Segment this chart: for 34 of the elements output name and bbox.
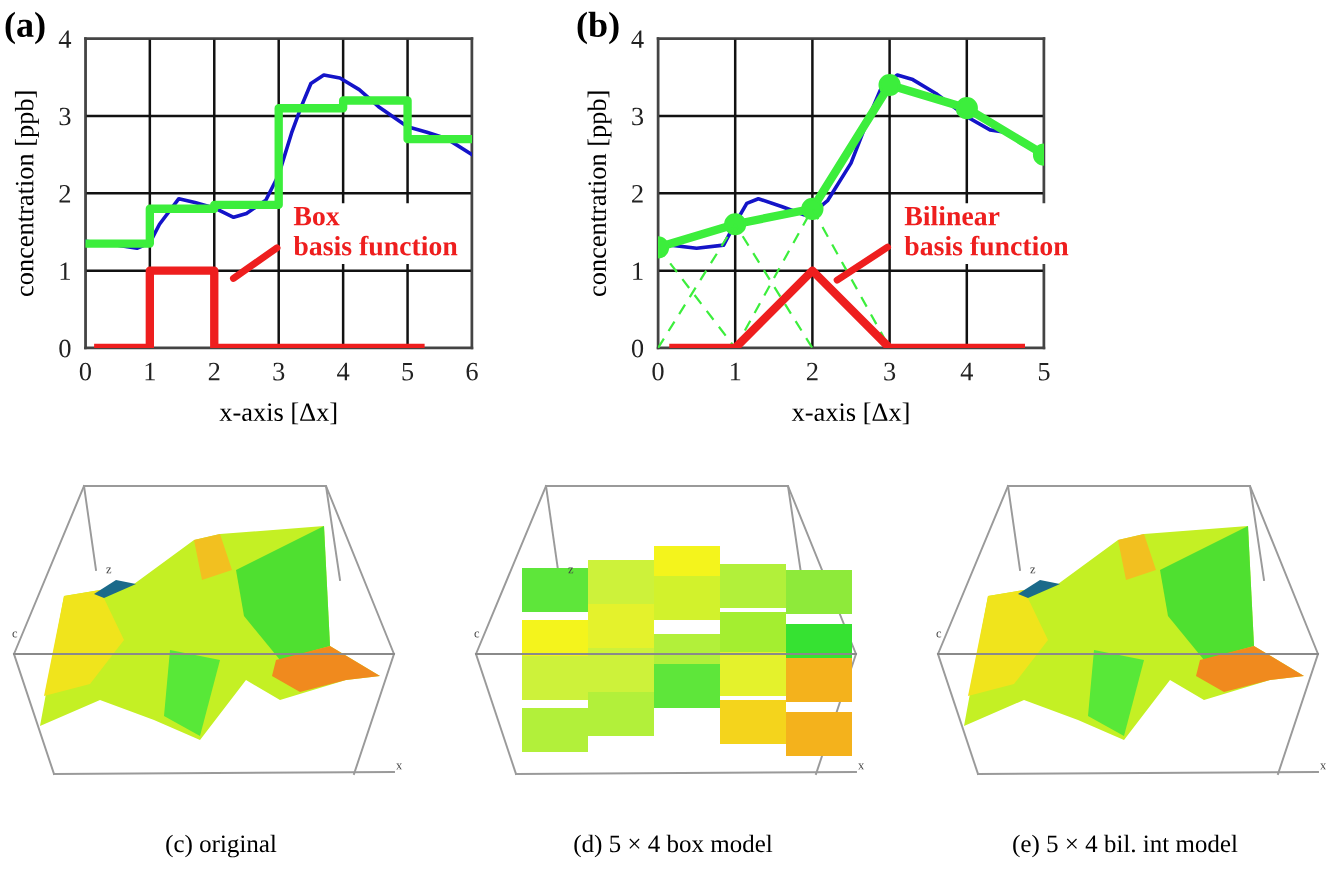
x-tick-label: 3 — [884, 362, 896, 381]
x-tick-label: 3 — [273, 362, 285, 381]
text: (e) 5 × 4 bil. int model — [1013, 834, 1238, 858]
x-axis-title: x-axis [Δx] — [791, 402, 909, 425]
x-tick-label: 1 — [145, 362, 155, 381]
annotation: Bilinear basis function — [904, 205, 1069, 256]
x-tick-label: 1 — [730, 362, 741, 381]
y-tick-label: 2 — [632, 184, 643, 203]
chart-title: (b) — [577, 11, 619, 45]
y-tick-label: 1 — [633, 262, 643, 280]
y-axis-title: concentration [ppb] — [587, 91, 612, 296]
y-axis-title: concentration [ppb] — [14, 91, 39, 296]
x-tick-label: 0 — [79, 362, 91, 381]
annotation: Box basis function — [293, 207, 458, 256]
x-axis-title: x-axis [Δx] — [219, 402, 337, 425]
x-tick-label: 5 — [402, 362, 414, 381]
y-tick-label: 1 — [60, 262, 70, 280]
x-tick-label: 5 — [1038, 362, 1050, 381]
y-tick-label: 0 — [59, 339, 71, 358]
y-tick-label: 3 — [59, 107, 71, 126]
x-tick-label: 6 — [466, 362, 478, 381]
y-tick-label: 0 — [631, 339, 644, 358]
y-tick-label: 4 — [631, 30, 644, 48]
chart-title: (a) — [5, 11, 45, 45]
x-tick-label: 2 — [806, 362, 818, 381]
x-tick-label: 4 — [337, 362, 350, 381]
y-tick-label: 4 — [58, 30, 72, 48]
text: (d) 5 × 4 box model — [574, 834, 773, 858]
x-tick-label: 4 — [960, 362, 973, 381]
y-tick-label: 3 — [632, 107, 644, 126]
x-tick-label: 0 — [652, 362, 664, 381]
x-tick-label: 2 — [208, 362, 220, 381]
text: (c) original — [166, 834, 277, 858]
y-tick-label: 2 — [59, 184, 71, 203]
